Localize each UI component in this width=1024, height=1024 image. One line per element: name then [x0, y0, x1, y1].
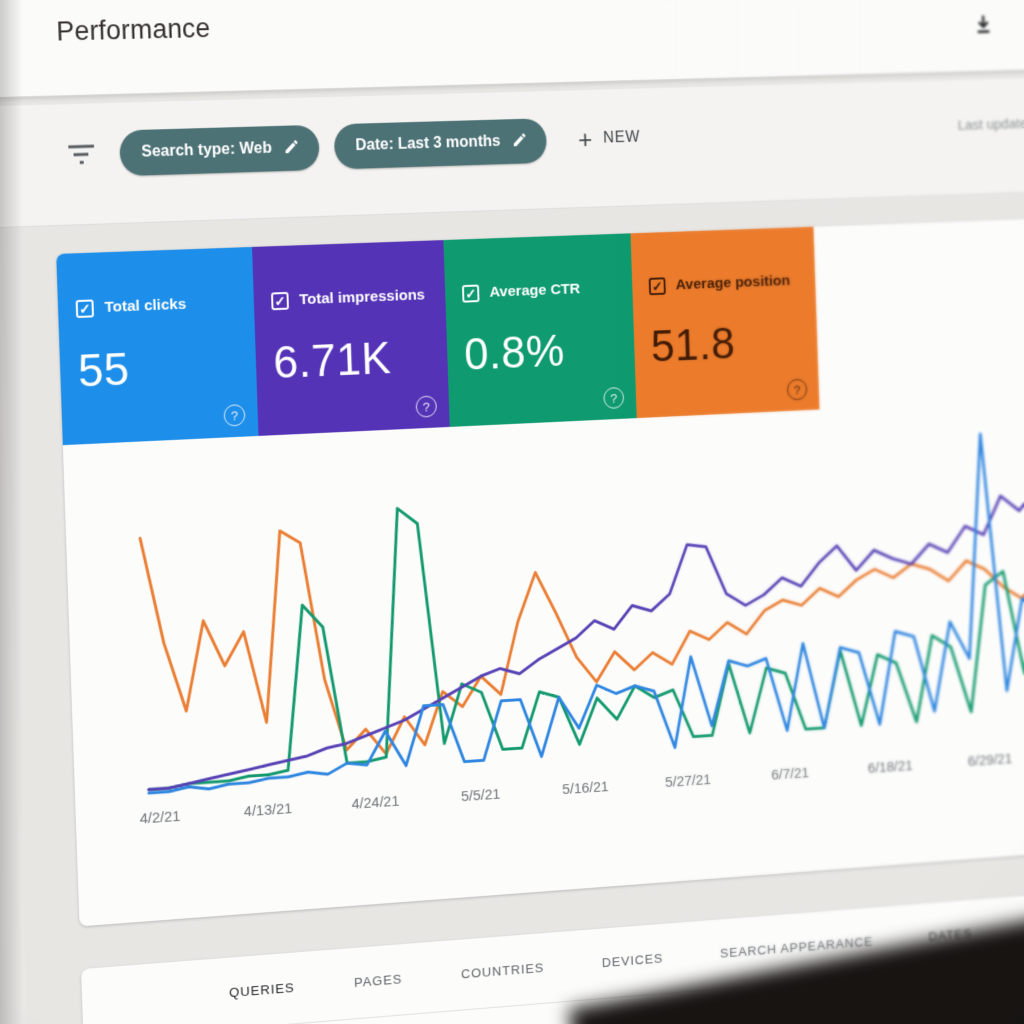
plus-icon: + [577, 124, 593, 155]
tab-dates[interactable]: DATES [928, 926, 973, 961]
tab-search-appearance[interactable]: SEARCH APPEARANCE [720, 934, 874, 978]
performance-card: ✓ Total clicks 55 ? ✓ Total impressions … [56, 216, 1024, 927]
metric-tile-total-clicks[interactable]: ✓ Total clicks 55 ? [56, 246, 259, 446]
help-icon[interactable]: ? [786, 378, 808, 401]
check-mark: ✓ [464, 285, 477, 302]
edit-pencil-icon [511, 131, 528, 151]
date-range-chip[interactable]: Date: Last 3 months [333, 118, 548, 170]
help-icon[interactable]: ? [415, 395, 438, 418]
checkbox-checked-icon[interactable]: ✓ [271, 291, 289, 311]
tab-countries[interactable]: COUNTRIES [461, 960, 545, 999]
metric-tile-total-impressions[interactable]: ✓ Total impressions 6.71K ? [252, 240, 450, 436]
metric-label: Average position [675, 272, 791, 294]
search-type-chip-label: Search type: Web [141, 139, 273, 161]
chart-svg [73, 402, 1024, 868]
edit-pencil-icon [283, 138, 300, 158]
x-axis-label: 6/7/21 [771, 764, 810, 784]
metric-value: 0.8% [463, 324, 566, 380]
tab-devices[interactable]: DEVICES [602, 951, 664, 988]
filter-bar: Search type: Web Date: Last 3 months [0, 76, 1024, 229]
x-axis-label: 4/13/21 [243, 800, 293, 821]
help-icon[interactable]: ? [223, 404, 246, 427]
filter-funnel-icon[interactable] [66, 143, 96, 166]
search-type-chip[interactable]: Search type: Web [119, 124, 320, 177]
checkbox-checked-icon[interactable]: ✓ [648, 277, 666, 296]
tab-pages[interactable]: PAGES [354, 972, 403, 1008]
table-filter-icon[interactable] [978, 985, 993, 1005]
x-axis-label: 5/27/21 [664, 771, 712, 791]
metric-value: 6.71K [272, 331, 392, 388]
metric-tile-average-ctr[interactable]: ✓ Average CTR 0.8% ? [443, 233, 637, 427]
check-mark: ✓ [274, 292, 286, 310]
metric-tile-average-position[interactable]: ✓ Average position 51.8 ? [630, 226, 820, 419]
page-title: Performance [55, 13, 211, 47]
metric-label: Average CTR [489, 280, 581, 301]
new-filter-button[interactable]: + NEW [570, 119, 648, 158]
new-filter-label: NEW [602, 128, 641, 147]
help-icon[interactable]: ? [603, 386, 625, 410]
metric-label: Total clicks [104, 295, 187, 316]
date-range-chip-label: Date: Last 3 months [355, 133, 501, 155]
tab-queries[interactable]: QUERIES [229, 980, 296, 1018]
download-icon [972, 12, 994, 38]
series-average-position [140, 491, 1024, 770]
x-axis-label: 5/16/21 [561, 778, 609, 799]
x-axis-label: 6/29/21 [967, 750, 1013, 770]
x-axis-label: 6/18/21 [867, 757, 913, 777]
x-axis-label: 4/24/21 [351, 792, 400, 813]
metric-tiles: ✓ Total clicks 55 ? ✓ Total impressions … [56, 216, 1024, 446]
checkbox-checked-icon[interactable]: ✓ [461, 284, 480, 303]
checkbox-checked-icon[interactable]: ✓ [75, 299, 95, 319]
x-axis-label: 5/5/21 [460, 785, 501, 806]
x-axis-label: 4/2/21 [139, 807, 181, 828]
last-updated-text: Last updated: 5 hour [957, 114, 1024, 134]
metric-label: Total impressions [298, 286, 426, 309]
metric-value: 51.8 [650, 317, 736, 372]
export-button[interactable] [962, 3, 1005, 48]
check-mark: ✓ [78, 300, 91, 317]
check-mark: ✓ [651, 278, 663, 295]
metric-value: 55 [77, 342, 131, 397]
performance-chart: 4/2/21 4/13/21 4/24/21 5/5/21 5/16/21 5/… [73, 402, 1024, 918]
